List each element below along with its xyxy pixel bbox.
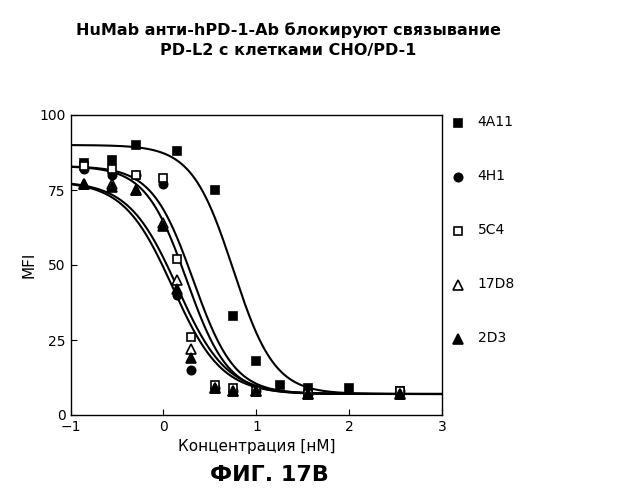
Text: 4A11: 4A11 (478, 116, 513, 130)
Text: PD-L2 с клетками CHO/PD-1: PD-L2 с клетками CHO/PD-1 (160, 42, 417, 58)
Text: 2D3: 2D3 (478, 332, 506, 345)
Text: ФИГ. 17В: ФИГ. 17В (210, 465, 329, 485)
Text: 17D8: 17D8 (478, 278, 515, 291)
Y-axis label: MFI: MFI (22, 252, 37, 278)
Text: 4H1: 4H1 (478, 170, 506, 183)
Text: 5C4: 5C4 (478, 224, 505, 237)
Text: HuMab анти-hPD-1-Ab блокируют связывание: HuMab анти-hPD-1-Ab блокируют связывание (76, 22, 501, 38)
X-axis label: Концентрация [нМ]: Концентрация [нМ] (178, 440, 335, 454)
